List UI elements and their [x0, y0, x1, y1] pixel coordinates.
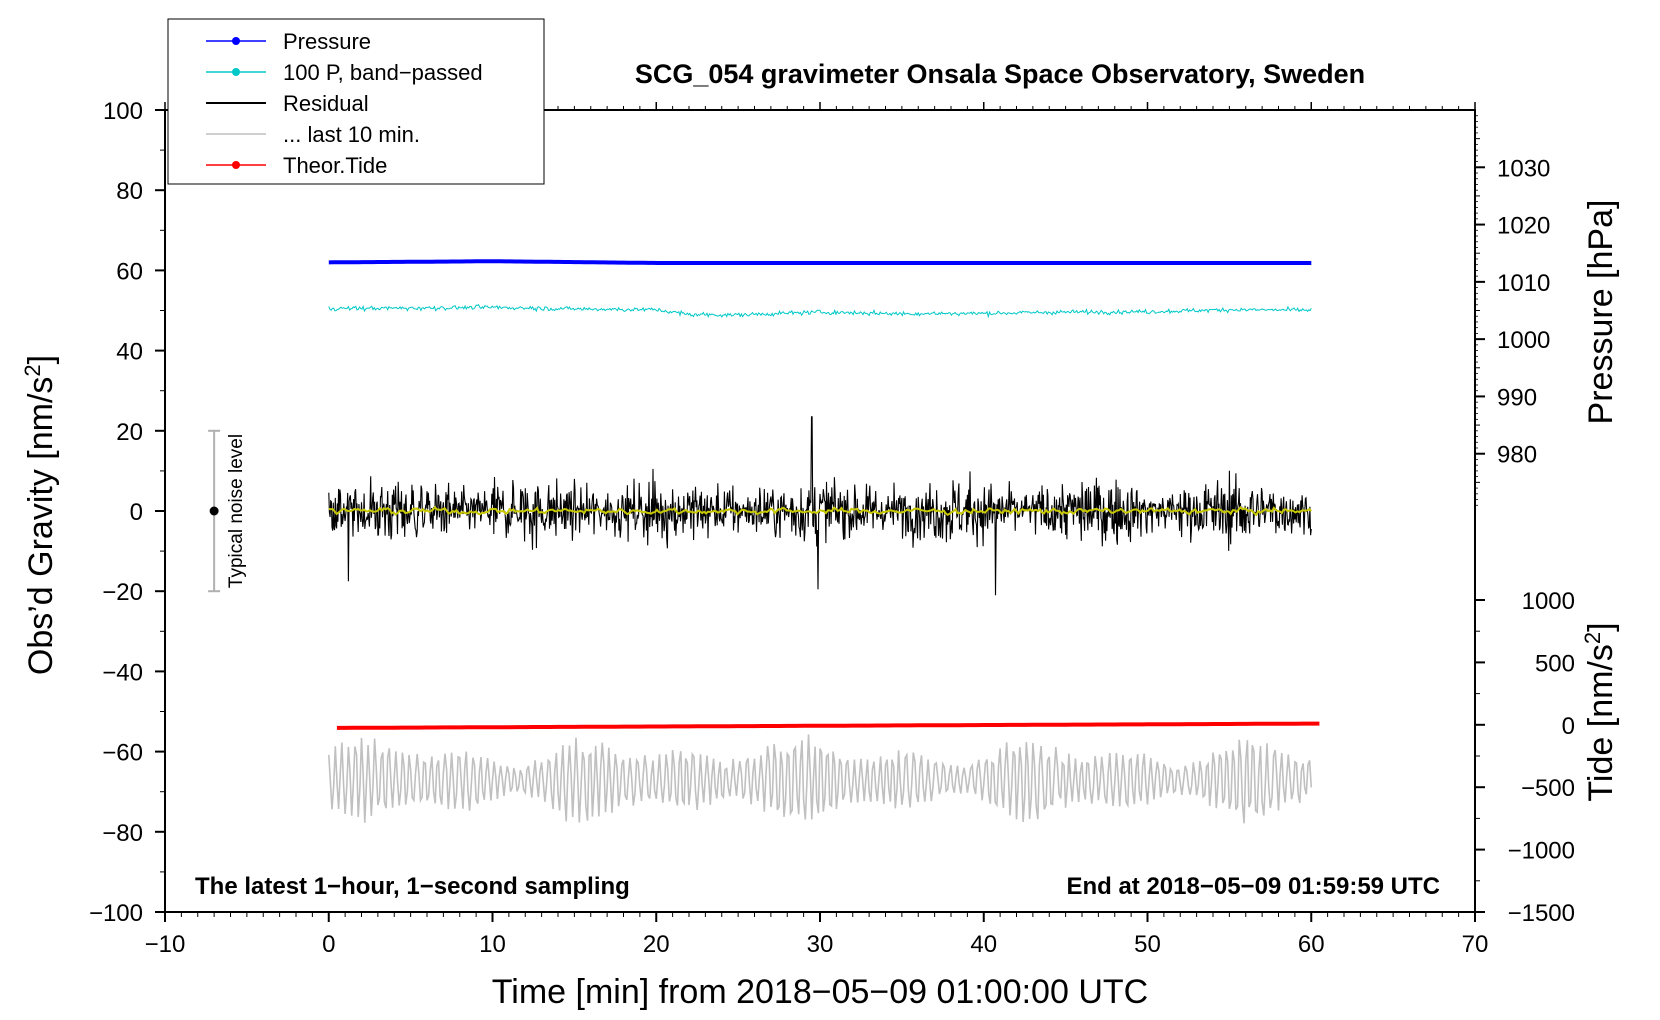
x-tick-label: 20 [643, 931, 670, 958]
y-axis-title-tide-sup: 2 [1580, 632, 1605, 644]
y-axis-pressure: 980 990 1000 1010 1020 1030 [1475, 115, 1550, 506]
y-tick-label: 80 [116, 178, 143, 205]
noise-bar-label: Typical noise level [226, 434, 247, 588]
legend-box [167, 18, 545, 185]
tide-tick-label: 0 [1562, 713, 1575, 740]
y-tick-label: 40 [116, 339, 143, 366]
series-last-10-min [328, 734, 1313, 824]
y-axis-title-tide: Tide [nm/s2] [1580, 622, 1620, 801]
legend-entry: Pressure [206, 29, 371, 54]
y-tick-label: 100 [103, 98, 143, 125]
y-axis-gravity: 100 80 60 40 20 0 −20 −40 −60 −80 −100 [89, 98, 165, 927]
pressure-tick-label: 1020 [1497, 213, 1550, 240]
legend-swatch-marker [232, 37, 240, 45]
x-tick-label: 70 [1462, 931, 1489, 958]
y-axis-title-tide-text: Tide [nm/s [1582, 644, 1620, 801]
legend-entry: 100 P, band−passed [206, 60, 483, 85]
x-axis-title: Time [min] from 2018−05−09 01:00:00 UTC [492, 973, 1148, 1011]
legend-entry: Theor.Tide [206, 153, 387, 178]
y-tick-label: −20 [102, 579, 143, 606]
y-tick-label: −80 [102, 820, 143, 847]
tide-tick-label: −1000 [1508, 838, 1575, 865]
legend-label: ... last 10 min. [283, 122, 420, 147]
y-axis-title-gravity-text: Obs’d Gravity [nm/s [22, 377, 60, 676]
x-axis: −10 0 10 20 30 40 50 60 70 [145, 102, 1489, 958]
x-tick-label: 30 [807, 931, 834, 958]
series-residual-smoothed [328, 505, 1312, 517]
y-axis-title-tide-end: ] [1582, 622, 1620, 631]
legend-label: Theor.Tide [283, 153, 387, 178]
x-tick-label: 10 [479, 931, 506, 958]
legend-entry: ... last 10 min. [206, 122, 420, 147]
pressure-tick-label: 1010 [1497, 270, 1550, 297]
legend-swatch-marker [232, 161, 240, 169]
legend-entries: Pressure 100 P, band−passed Residual ... la… [206, 29, 483, 178]
y-tick-label: 60 [116, 258, 143, 285]
x-tick-label: 50 [1134, 931, 1161, 958]
y-tick-label: −60 [102, 740, 143, 767]
series-band-passed-pressure [328, 303, 1312, 319]
series-layer [328, 259, 1320, 824]
pressure-tick-label: 1000 [1497, 327, 1550, 354]
y-axis-tide: 1000 500 0 −500 −1000 −1500 [1475, 588, 1575, 927]
x-tick-label: 40 [970, 931, 997, 958]
y-tick-label: 0 [130, 499, 143, 526]
tide-tick-label: −1500 [1508, 900, 1575, 927]
noise-bar-center-dot [209, 506, 219, 516]
tide-tick-label: −500 [1521, 775, 1575, 802]
pressure-tick-label: 990 [1497, 384, 1537, 411]
end-time-annotation: End at 2018−05−09 01:59:59 UTC [1066, 873, 1440, 900]
series-residual [328, 416, 1312, 596]
chart-title: SCG_054 gravimeter Onsala Space Observat… [635, 59, 1365, 89]
legend: Pressure 100 P, band−passed Residual ... la… [167, 18, 545, 185]
legend-swatch-marker [232, 68, 240, 76]
tide-tick-label: 1000 [1522, 588, 1575, 615]
y-tick-label: 20 [116, 419, 143, 446]
pressure-tick-label: 980 [1497, 442, 1537, 469]
pressure-tick-label: 1030 [1497, 155, 1550, 182]
y-tick-label: −40 [102, 659, 143, 686]
series-theor-tide [336, 721, 1320, 730]
legend-label: Pressure [283, 29, 371, 54]
x-tick-label: −10 [145, 931, 186, 958]
x-tick-label: 0 [322, 931, 335, 958]
x-tick-label: 60 [1298, 931, 1325, 958]
y-axis-title-gravity-sup: 2 [20, 364, 45, 376]
y-axis-title-gravity: Obs’d Gravity [nm/s2] [20, 355, 60, 675]
series-pressure [328, 259, 1312, 265]
sampling-annotation: The latest 1−hour, 1−second sampling [195, 873, 630, 900]
legend-label: Residual [283, 91, 369, 116]
legend-entry: Residual [206, 91, 369, 116]
tide-tick-label: 500 [1535, 650, 1575, 677]
y-axis-title-gravity-end: ] [22, 355, 60, 364]
legend-label: 100 P, band−passed [283, 60, 483, 85]
y-axis-title-pressure: Pressure [hPa] [1582, 200, 1620, 425]
y-tick-label: −100 [89, 900, 143, 927]
typical-noise-bar: Typical noise level [208, 429, 247, 593]
